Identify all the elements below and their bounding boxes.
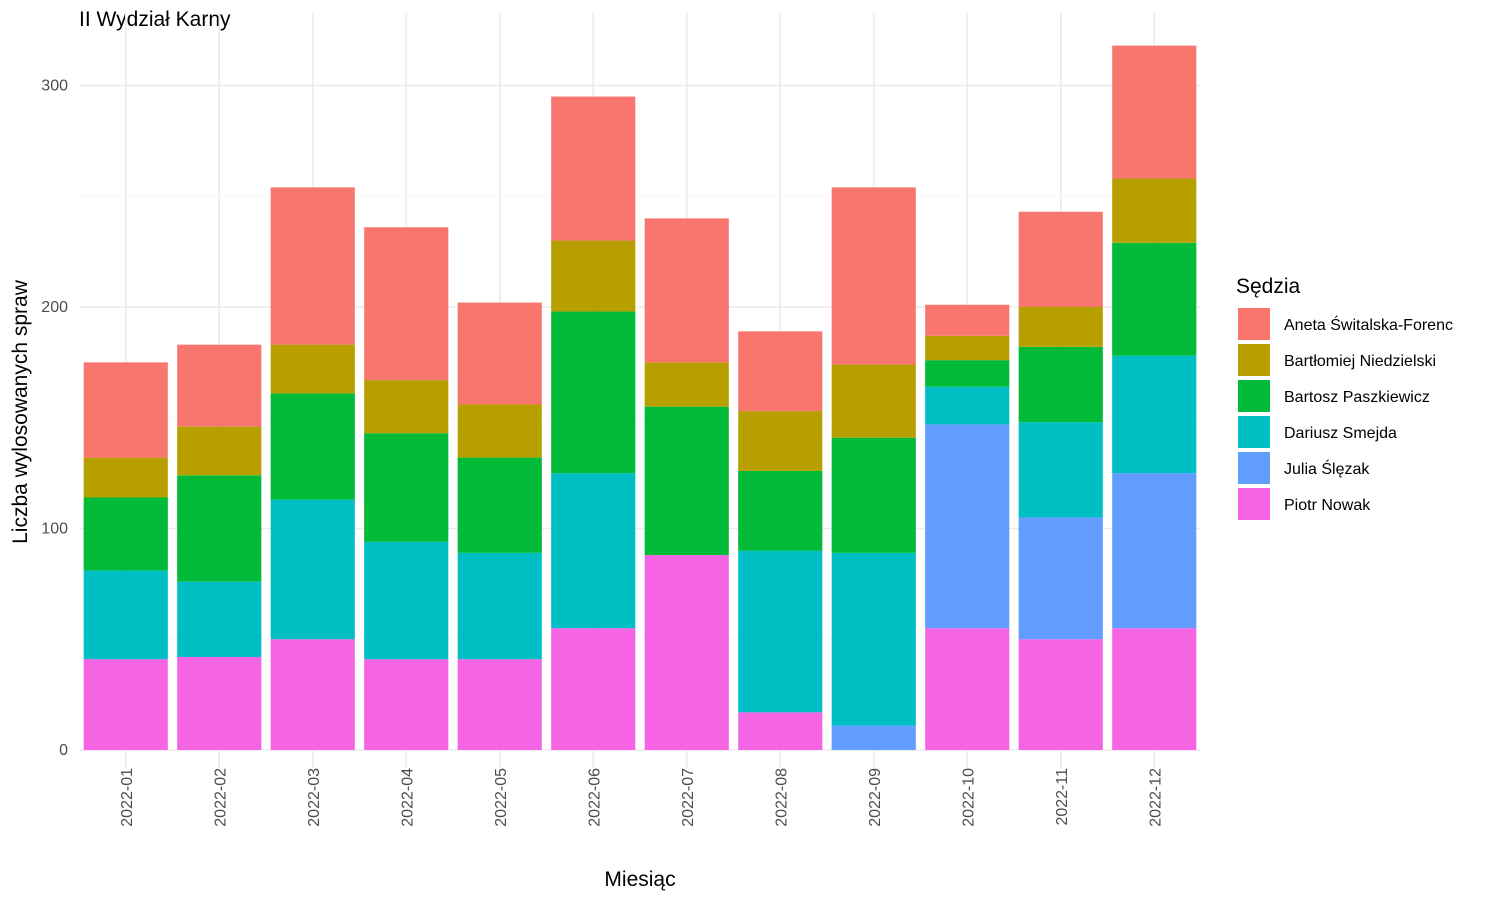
bar-segment <box>738 470 823 551</box>
bar-segment <box>364 659 449 750</box>
bar-segment <box>83 457 168 498</box>
bar-segment <box>738 411 823 471</box>
legend-label: Bartłomiej Niedzielski <box>1284 353 1436 370</box>
bar-segment <box>270 187 355 345</box>
x-tick-label: 2022-05 <box>493 768 510 827</box>
bar-segment <box>177 581 262 657</box>
bar-segment <box>1112 473 1197 629</box>
y-axis-title: Liczba wylosowanych spraw <box>9 279 32 544</box>
bar-segment <box>83 570 168 660</box>
legend-label: Julia Ślęzak <box>1284 459 1370 478</box>
y-tick-label: 100 <box>41 521 68 538</box>
bar-segment <box>177 344 262 427</box>
bar-segment <box>83 659 168 750</box>
bar-segment <box>551 628 636 750</box>
bar-segment <box>457 457 542 553</box>
bar-segment <box>270 639 355 750</box>
y-tick-label: 300 <box>41 78 68 95</box>
x-tick-label: 2022-07 <box>680 768 697 827</box>
x-tick-label: 2022-02 <box>212 768 229 827</box>
y-tick-label: 200 <box>41 299 68 316</box>
legend-swatch <box>1238 452 1270 484</box>
bar-segment <box>738 331 823 412</box>
bar-segment <box>831 364 916 438</box>
bar-segment <box>1112 242 1197 356</box>
bar-segment <box>831 187 916 365</box>
bar-segment <box>270 499 355 640</box>
bar-segment <box>457 659 542 750</box>
bar-segment <box>831 437 916 553</box>
bar-segment <box>831 552 916 726</box>
bar-segment <box>1018 422 1103 518</box>
bar-segment <box>831 725 916 750</box>
bar-segment <box>925 628 1010 750</box>
x-axis-title: Miesiąc <box>604 868 675 891</box>
bar-segment <box>457 302 542 405</box>
chart-title: II Wydział Karny <box>79 8 231 31</box>
bar-segment <box>83 362 168 458</box>
x-tick-label: 2022-03 <box>306 768 323 827</box>
bar-segment <box>644 555 729 750</box>
bar-segment <box>1018 346 1103 423</box>
x-tick-label: 2022-12 <box>1147 768 1164 827</box>
bar-segment <box>364 227 449 381</box>
bar-segment <box>738 712 823 750</box>
legend-swatch <box>1238 344 1270 376</box>
x-tick-label: 2022-06 <box>586 768 603 827</box>
bar-segment <box>925 424 1010 629</box>
bar-segment <box>644 406 729 556</box>
y-axis-ticks: 0 100 200 300 <box>41 78 68 760</box>
bar-segment <box>1018 307 1103 347</box>
bar-segment <box>1018 517 1103 640</box>
bar-segment <box>1112 45 1197 179</box>
x-axis-ticks: 2022-01 2022-02 2022-03 2022-04 2022-05 2022-… <box>119 768 1165 827</box>
bar-segment <box>644 362 729 407</box>
bar-segment <box>83 497 168 571</box>
bar-segment <box>177 656 262 750</box>
bar-segment <box>925 335 1010 361</box>
bar-segment <box>551 96 636 241</box>
bar-segment <box>270 344 355 394</box>
bar-segment <box>738 550 823 713</box>
x-tick-label: 2022-11 <box>1054 768 1071 826</box>
legend: Sędzia Aneta Świtalska-Forenc Bartłomiej … <box>1236 275 1453 520</box>
bars <box>83 45 1197 750</box>
bar-segment <box>1112 355 1197 474</box>
bar-segment <box>551 240 636 312</box>
bar-segment <box>1112 628 1197 750</box>
bar-segment <box>1112 178 1197 243</box>
x-tick-label: 2022-09 <box>867 768 884 827</box>
legend-swatch <box>1238 488 1270 520</box>
legend-label: Aneta Świtalska-Forenc <box>1284 315 1453 334</box>
bar-segment <box>925 304 1010 336</box>
x-tick-label: 2022-08 <box>773 768 790 827</box>
y-tick-label: 0 <box>59 742 68 759</box>
legend-title: Sędzia <box>1236 275 1301 298</box>
bar-segment <box>551 311 636 474</box>
bar-segment <box>457 404 542 458</box>
bar-segment <box>551 473 636 629</box>
bar-segment <box>270 393 355 500</box>
bar-segment <box>457 552 542 660</box>
x-tick-label: 2022-01 <box>119 768 136 827</box>
bar-segment <box>925 386 1010 425</box>
bar-segment <box>1018 639 1103 750</box>
bar-segment <box>364 380 449 434</box>
x-tick-label: 2022-10 <box>960 768 977 827</box>
legend-label: Piotr Nowak <box>1284 497 1371 514</box>
legend-swatch <box>1238 416 1270 448</box>
bar-segment <box>644 218 729 363</box>
bar-segment <box>177 426 262 476</box>
legend-label: Bartosz Paszkiewicz <box>1284 389 1430 406</box>
legend-label: Dariusz Smejda <box>1284 425 1397 442</box>
bar-segment <box>925 360 1010 387</box>
x-tick-label: 2022-04 <box>399 768 416 827</box>
bar-segment <box>364 541 449 660</box>
bar-segment <box>1018 211 1103 307</box>
bar-segment <box>177 475 262 582</box>
bar-segment <box>364 433 449 542</box>
legend-swatch <box>1238 308 1270 340</box>
legend-swatch <box>1238 380 1270 412</box>
